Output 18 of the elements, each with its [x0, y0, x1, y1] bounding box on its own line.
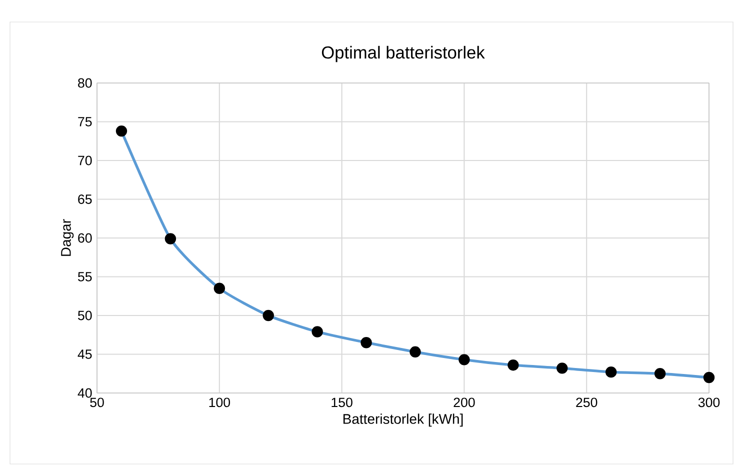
x-tick-label: 300 — [698, 398, 720, 408]
y-tick-label: 70 — [78, 156, 92, 166]
y-tick-label: 75 — [78, 117, 92, 126]
y-tick-label: 40 — [78, 388, 92, 398]
x-axis-title: Batteristorlek [kWh] — [343, 414, 463, 427]
y-tick-label: 50 — [78, 310, 92, 320]
x-tick-label: 50 — [90, 398, 104, 408]
y-tick-label: 55 — [78, 272, 92, 282]
chart-title: Optimal batteristorlek — [322, 46, 485, 62]
x-tick-label: 200 — [454, 398, 475, 408]
x-tick-label: 100 — [209, 398, 230, 408]
y-tick-label: 45 — [78, 350, 92, 359]
y-tick-label: 65 — [78, 194, 92, 204]
x-tick-label: 150 — [332, 398, 352, 408]
y-tick-label: 60 — [78, 233, 92, 243]
x-tick-label: 250 — [576, 398, 598, 408]
y-tick-label: 80 — [78, 78, 92, 88]
y-axis-title: Dagar — [61, 219, 74, 256]
